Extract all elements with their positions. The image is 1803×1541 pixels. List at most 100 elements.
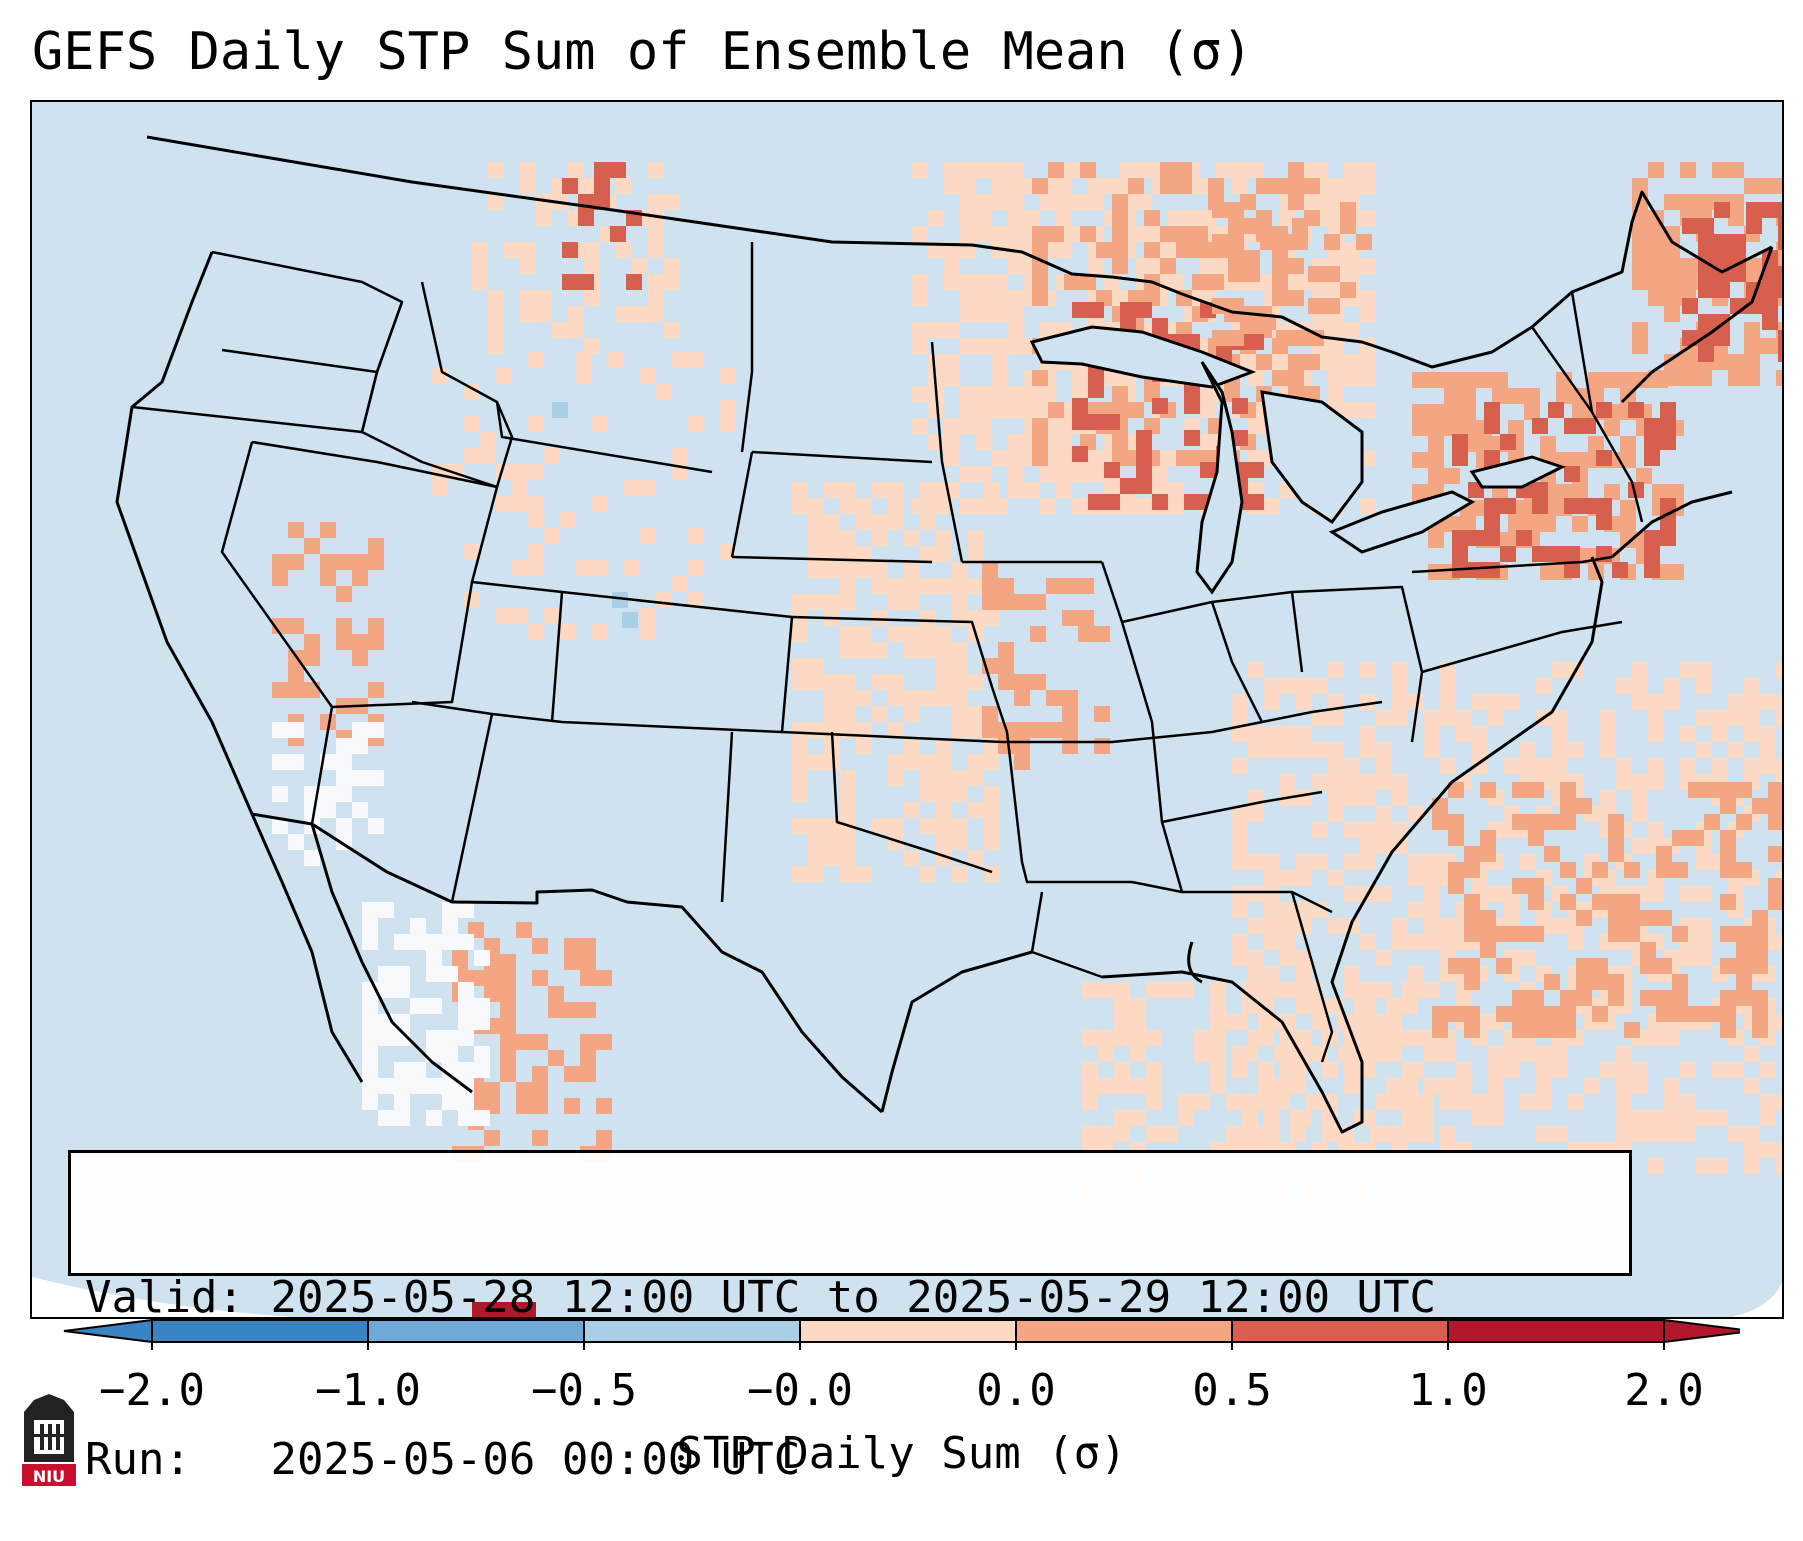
- stp-cell: [1524, 388, 1540, 404]
- stp-cell: [442, 918, 458, 934]
- map-frame[interactable]: [30, 100, 1784, 1319]
- stp-cell: [272, 682, 288, 698]
- stp-cell: [1344, 1062, 1360, 1078]
- stp-cell: [1072, 194, 1088, 210]
- stp-cell: [1664, 290, 1680, 306]
- stp-cell: [1064, 274, 1080, 290]
- stp-cell: [824, 706, 840, 722]
- stp-cell: [1192, 274, 1208, 290]
- stp-cell: [1176, 242, 1192, 258]
- stp-cell: [336, 738, 352, 754]
- stp-cell: [1072, 414, 1088, 430]
- stp-cell: [1472, 1110, 1488, 1126]
- stp-cell: [442, 1094, 458, 1110]
- stp-cell: [1114, 1014, 1130, 1030]
- stp-cell: [1360, 370, 1376, 386]
- stp-cell: [1432, 814, 1448, 830]
- stp-cell: [1564, 466, 1580, 482]
- stp-cell: [936, 674, 952, 690]
- stp-cell: [1624, 910, 1640, 926]
- stp-cell: [512, 560, 528, 576]
- stp-cell: [1730, 266, 1746, 282]
- stp-cell: [1440, 918, 1456, 934]
- stp-cell: [596, 970, 612, 986]
- stp-cell: [378, 966, 394, 982]
- stp-cell: [378, 902, 394, 918]
- stp-cell: [992, 306, 1008, 322]
- stp-cell: [1248, 334, 1264, 350]
- stp-cell: [1664, 1030, 1680, 1046]
- stp-cell: [1386, 1126, 1402, 1142]
- stp-cell: [1720, 958, 1736, 974]
- stp-cell: [1628, 402, 1644, 418]
- stp-cell: [1744, 178, 1760, 194]
- stp-cell: [1698, 250, 1714, 266]
- stp-cell: [920, 498, 936, 514]
- stp-cell: [1560, 798, 1576, 814]
- stp-cell: [1752, 958, 1768, 974]
- stp-cell: [1046, 578, 1062, 594]
- stp-cell: [1288, 178, 1304, 194]
- stp-cell: [1698, 314, 1714, 330]
- stp-cell: [1024, 210, 1040, 226]
- stp-cell: [1264, 1110, 1280, 1126]
- stp-cell: [528, 352, 544, 368]
- stp-cell: [1146, 982, 1162, 998]
- stp-cell: [1014, 690, 1030, 706]
- stp-cell: [1752, 910, 1768, 926]
- stp-cell: [1528, 926, 1544, 942]
- stp-cell: [1532, 546, 1548, 562]
- stp-cell: [1328, 774, 1344, 790]
- stp-cell: [840, 530, 856, 546]
- stp-cell: [904, 626, 920, 642]
- stp-cell: [888, 770, 904, 786]
- stp-cell: [1088, 450, 1104, 466]
- stp-cell: [960, 498, 976, 514]
- stp-cell: [472, 1302, 488, 1317]
- stp-cell: [1248, 726, 1264, 742]
- stp-cell: [944, 322, 960, 338]
- stp-cell: [1232, 430, 1248, 446]
- stp-cell: [1452, 530, 1468, 546]
- stp-cell: [368, 538, 384, 554]
- stp-cell: [1660, 514, 1676, 530]
- stp-cell: [1392, 822, 1408, 838]
- stp-cell: [1448, 830, 1464, 846]
- stp-cell: [1168, 210, 1184, 226]
- stp-cell: [532, 970, 548, 986]
- stp-cell: [1328, 758, 1344, 774]
- stp-cell: [1340, 282, 1356, 298]
- stp-cell: [1242, 998, 1258, 1014]
- stp-cell: [1720, 1022, 1736, 1038]
- stp-cell: [304, 850, 320, 866]
- stp-cell: [544, 448, 560, 464]
- stp-cell: [664, 194, 680, 210]
- stp-cell: [824, 482, 840, 498]
- stp-cell: [1272, 274, 1288, 290]
- stp-cell: [1024, 386, 1040, 402]
- stp-cell: [808, 850, 824, 866]
- stp-cell: [1056, 450, 1072, 466]
- stp-cell: [952, 818, 968, 834]
- stp-cell: [824, 754, 840, 770]
- stp-cell: [1480, 846, 1496, 862]
- stp-cell: [792, 674, 808, 690]
- stp-cell: [976, 434, 992, 450]
- stp-cell: [1088, 194, 1104, 210]
- stp-cell: [616, 242, 632, 258]
- stp-cell: [1572, 484, 1588, 500]
- stp-cell: [1744, 1078, 1760, 1094]
- stp-cell: [1698, 266, 1714, 282]
- stp-cell: [1296, 902, 1312, 918]
- stp-cell: [1078, 578, 1094, 594]
- stp-cell: [1344, 966, 1360, 982]
- stp-cell: [1660, 418, 1676, 434]
- stp-cell: [840, 626, 856, 642]
- stp-cell: [1210, 1030, 1226, 1046]
- stp-cell: [1536, 1078, 1552, 1094]
- stp-cell: [584, 290, 600, 306]
- stp-cell: [1292, 330, 1308, 346]
- stp-cell: [1660, 498, 1676, 514]
- stp-cell: [1040, 194, 1056, 210]
- stp-cell: [1248, 918, 1264, 934]
